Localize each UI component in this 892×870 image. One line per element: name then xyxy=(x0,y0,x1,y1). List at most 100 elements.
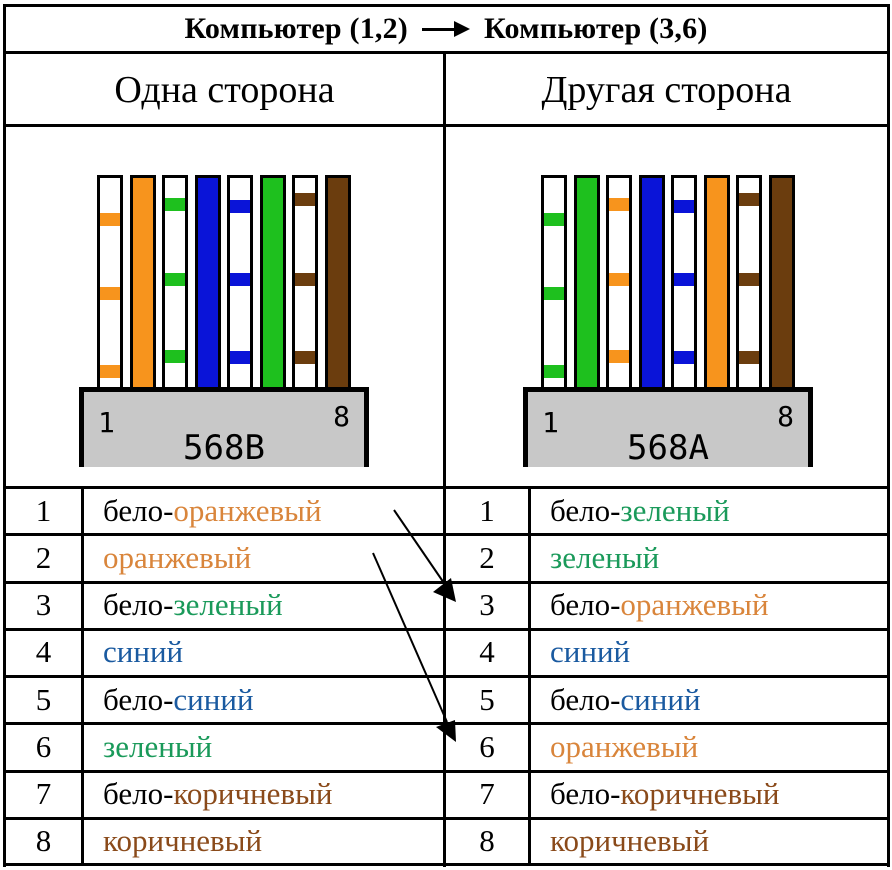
wire-2-solid-orange xyxy=(129,175,156,387)
wire-4-solid-blue xyxy=(638,175,665,387)
wire-stripe xyxy=(230,200,250,213)
wire-stripe xyxy=(674,200,694,213)
table-row: зеленый xyxy=(103,723,212,770)
table-row: коричневый xyxy=(103,818,262,865)
table-row: бело-зеленый xyxy=(550,487,730,534)
pin-number: 1 xyxy=(35,492,52,528)
wire-color-name: коричневый xyxy=(620,776,780,811)
wire-stripe xyxy=(674,273,694,286)
wire-color-name: синий xyxy=(103,634,184,670)
side-label-divider xyxy=(3,124,889,127)
pin-number: 3 xyxy=(479,587,495,622)
wire-stripe xyxy=(295,193,315,206)
table-row: бело-оранжевый xyxy=(550,582,769,629)
wire-stripe xyxy=(739,273,759,286)
right-pin-first-label: 1 xyxy=(542,406,559,439)
wire-stripe xyxy=(674,351,694,364)
center-divider xyxy=(443,51,446,867)
wire-stripe xyxy=(609,273,629,286)
wire-stripe xyxy=(230,351,250,364)
wire-stripe xyxy=(295,351,315,364)
left-pin-first-label: 1 xyxy=(98,406,115,439)
wire-2-solid-green xyxy=(573,175,600,387)
right-standard-label: 568A xyxy=(627,428,709,468)
color-prefix: бело- xyxy=(550,492,621,528)
pin-number: 2 xyxy=(35,539,52,575)
crossover-title: Компьютер (1,2) Компьютер (3,6) xyxy=(3,5,889,52)
right-arrow-icon xyxy=(422,19,470,39)
table-row: бело-коричневый xyxy=(550,771,780,818)
table-row: бело-зеленый xyxy=(103,582,283,629)
pin-number: 7 xyxy=(35,776,52,811)
wire-color-name: зеленый xyxy=(173,587,283,622)
wire-stripe xyxy=(165,350,185,363)
table-row: бело-коричневый xyxy=(103,771,333,818)
pin-number: 2 xyxy=(479,539,495,575)
right-rj45-connector: 1 8 568A xyxy=(523,387,813,467)
wire-stripe xyxy=(739,351,759,364)
table-row: бело-оранжевый xyxy=(103,487,322,534)
left-rj45-connector: 1 8 568B xyxy=(79,387,369,467)
table-row: оранжевый xyxy=(550,723,698,770)
table-row: бело-синий xyxy=(550,676,701,723)
wire-stripe xyxy=(100,365,120,378)
frame-right xyxy=(887,4,890,867)
wire-color-name: оранжевый xyxy=(173,492,322,528)
wire-5-striped-blue xyxy=(227,175,253,387)
wire-color-name: зеленый xyxy=(103,728,213,764)
right-side-label: Другая сторона xyxy=(541,69,792,111)
wire-7-striped-brown xyxy=(736,175,762,387)
wire-stripe xyxy=(295,273,315,286)
wire-stripe xyxy=(609,350,629,363)
wire-color-name: зеленый xyxy=(550,539,660,575)
frame-top xyxy=(3,4,889,7)
wire-stripe xyxy=(544,213,564,226)
pin-number: 4 xyxy=(35,634,52,670)
color-prefix: бело- xyxy=(103,681,174,717)
wire-stripe xyxy=(165,273,185,286)
wire-stripe xyxy=(165,198,185,211)
wire-color-name: оранжевый xyxy=(103,539,252,575)
wire-stripe xyxy=(230,273,250,286)
wire-stripe xyxy=(544,365,564,378)
color-prefix: бело- xyxy=(550,681,621,717)
pin-number: 3 xyxy=(35,587,52,622)
table-row-divider xyxy=(3,863,889,866)
pin-number: 8 xyxy=(479,823,495,859)
left-standard-label: 568B xyxy=(183,428,265,468)
wire-color-name: коричневый xyxy=(550,823,710,859)
wire-color-name: синий xyxy=(173,681,254,717)
wire-stripe xyxy=(100,287,120,300)
pin-number: 1 xyxy=(479,492,495,528)
pin-column-divider xyxy=(528,487,531,865)
wire-stripe xyxy=(739,193,759,206)
table-row-divider xyxy=(3,486,889,489)
table-row: бело-синий xyxy=(103,676,254,723)
right-pin-last-label: 8 xyxy=(777,400,794,433)
pin-number: 7 xyxy=(479,776,495,811)
wire-color-name: зеленый xyxy=(620,492,730,528)
wire-4-solid-blue xyxy=(194,175,221,387)
wire-5-striped-blue xyxy=(671,175,697,387)
wire-stripe xyxy=(100,213,120,226)
table-row: коричневый xyxy=(550,818,709,865)
table-row: зеленый xyxy=(550,534,659,581)
color-prefix: бело- xyxy=(103,587,174,622)
table-row: синий xyxy=(550,629,630,676)
table-row: синий xyxy=(103,629,183,676)
left-pin-last-label: 8 xyxy=(333,400,350,433)
table-row: оранжевый xyxy=(103,534,251,581)
from-computer-label: Компьютер (1,2) xyxy=(184,11,408,45)
wire-3-striped-green xyxy=(162,175,188,387)
wire-color-name: оранжевый xyxy=(550,728,699,764)
to-computer-label: Компьютер (3,6) xyxy=(484,11,708,45)
pin-number: 6 xyxy=(479,728,495,764)
color-prefix: бело- xyxy=(103,492,174,528)
wire-stripe xyxy=(544,287,564,300)
wire-color-name: оранжевый xyxy=(620,587,769,622)
pin-number: 8 xyxy=(35,823,52,859)
wire-8-solid-brown xyxy=(768,175,795,387)
wire-6-solid-green xyxy=(259,175,286,387)
wire-3-striped-orange xyxy=(606,175,632,387)
pin-number: 5 xyxy=(479,681,495,717)
